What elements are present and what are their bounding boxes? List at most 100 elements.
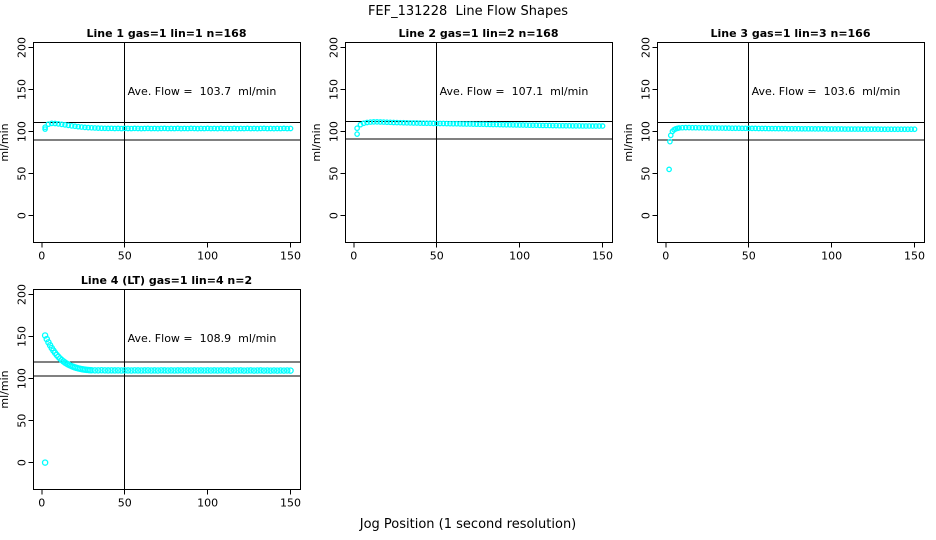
data-point [493,121,500,128]
data-point [75,123,82,130]
data-point [207,367,215,374]
y-tick-label: 150 [16,326,29,347]
data-point [470,121,477,127]
data-point [198,125,204,132]
data-point [88,124,95,131]
data-point [118,367,125,374]
data-point [48,120,55,127]
data-point [682,124,689,131]
data-point [808,125,815,132]
data-point [546,122,553,129]
x-tick-label: 50 [118,497,132,510]
y-axis-unit-label: ml/min [624,123,635,161]
data-point [72,123,78,130]
data-point [148,125,155,132]
data-point [407,120,414,126]
data-point [115,125,121,132]
data-point [171,125,178,132]
data-point [201,367,208,374]
data-point [287,367,294,374]
data-point [240,367,248,374]
data-point [128,125,135,132]
data-point [593,123,599,129]
data-point [144,367,152,374]
x-tick-label: 150 [280,250,301,263]
data-point [237,125,244,132]
data-point [181,367,188,374]
data-point [430,120,437,127]
data-point [367,119,374,125]
data-point [370,119,377,125]
data-point [397,119,404,126]
data-point [151,125,158,132]
data-point [586,123,593,129]
data-point [911,126,918,133]
data-point [157,367,165,374]
data-point [187,367,195,374]
data-point [224,125,231,132]
data-point [802,125,808,132]
data-point [254,367,261,374]
x-axis: 0 50 100 150 [662,242,925,263]
data-point [164,367,172,374]
data-point [901,126,908,133]
data-point [878,126,885,133]
data-point [184,367,191,374]
data-point [194,367,201,374]
data-point [450,120,457,127]
data-point [42,126,48,132]
data-point [138,125,145,132]
data-point [530,122,536,129]
data-point [92,125,98,131]
y-axis-label: ml/min [624,123,635,161]
data-point [108,367,115,374]
data-point [394,119,400,126]
data-point [155,125,161,132]
data-point [52,120,58,127]
data-point [420,120,427,127]
data-point [483,121,490,128]
data-point [822,126,828,132]
data-point [905,126,911,133]
data-point [280,367,288,374]
data-point [178,125,184,132]
data-point [496,121,503,128]
data-point [377,119,384,125]
data-point [201,125,208,132]
data-point [447,120,453,127]
data-point [154,367,162,374]
data-point [95,125,102,131]
data-point [43,335,51,343]
x-tick-label: 100 [509,250,530,263]
data-point [247,125,254,132]
data-point [101,367,109,374]
subplot-line2: Line 2 gas=1 lin=2 n=168 0 50 100 150 0 50 100… [312,24,624,271]
data-point [131,367,138,374]
data-point [131,125,138,132]
data-point [98,125,105,132]
data-point [41,459,49,466]
y-tick-label: 0 [328,212,341,219]
data-point [706,125,712,131]
data-point [749,125,755,132]
data-point [231,125,238,132]
data-point [798,125,805,132]
data-point [138,367,145,374]
data-point [553,122,559,129]
data-point [234,125,241,132]
data-point [427,120,433,127]
line4-plot-canvas: 0 50 100 150 0 50 100 150 200 ml/min [0,284,301,510]
data-point [895,126,901,133]
data-point [838,126,845,132]
x-tick-label: 0 [38,497,45,510]
data-point [716,125,722,131]
data-point [792,125,798,132]
data-point [211,367,218,374]
y-axis-unit-label: ml/min [0,370,11,408]
x-tick-label: 50 [118,250,132,263]
data-point [583,123,589,129]
data-point [686,124,692,131]
data-point [218,125,224,132]
data-point [735,125,742,132]
data-point [805,125,812,132]
